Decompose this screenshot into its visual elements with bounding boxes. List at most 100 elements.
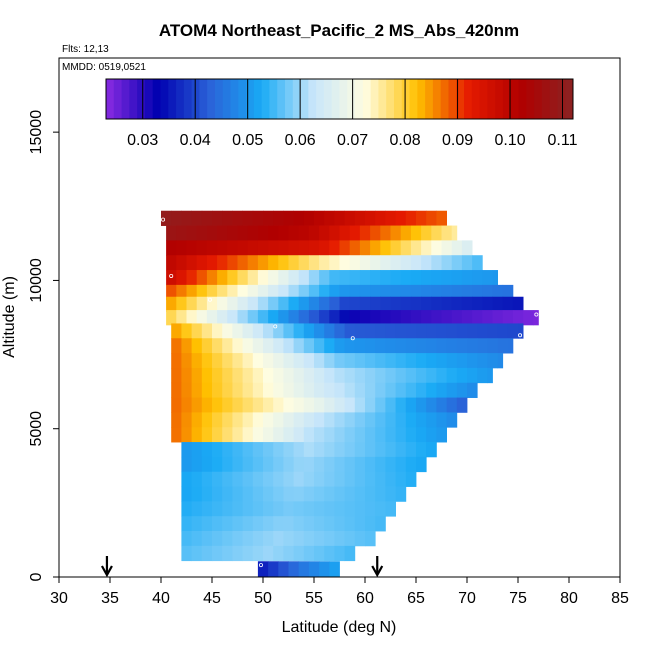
heatmap-cell: [400, 296, 412, 312]
heatmap-cell: [303, 367, 315, 384]
heatmap-cell: [201, 471, 213, 487]
heatmap-cell: [365, 486, 376, 502]
heatmap-cell: [390, 225, 402, 241]
heatmap-cell: [303, 210, 315, 226]
range-arrows: [100, 556, 384, 578]
heatmap-cell: [385, 501, 396, 517]
heatmap-cell: [217, 225, 228, 241]
heatmap-cell: [222, 501, 233, 517]
heatmap-cell: [257, 240, 269, 256]
heatmap-cell: [212, 382, 223, 398]
heatmap-cell: [298, 255, 310, 271]
heatmap-cell: [293, 382, 305, 398]
heatmap-cell: [278, 255, 289, 271]
heatmap-cell: [293, 367, 305, 384]
heatmap-cell: [227, 255, 238, 271]
heatmap-cell: [278, 296, 289, 312]
heatmap-cell: [375, 471, 386, 487]
colorbar-segment: [191, 79, 200, 119]
colorbar-segment: [487, 79, 496, 119]
heatmap-cell: [421, 284, 432, 301]
heatmap-cell: [385, 210, 396, 226]
heatmap-cell: [293, 456, 305, 473]
heatmap-cell: [247, 284, 259, 301]
heatmap-cell: [405, 338, 417, 354]
heatmap-cell: [242, 323, 254, 339]
heatmap-cell: [206, 284, 218, 301]
heatmap-cell: [303, 427, 315, 443]
heatmap-cell: [293, 531, 305, 547]
heatmap-cell: [252, 397, 264, 413]
heatmap-cell: [237, 270, 249, 286]
colorbar-segment: [316, 79, 325, 119]
heatmap-cell: [467, 382, 478, 398]
heatmap-cell: [472, 284, 483, 301]
heatmap-cell: [217, 296, 228, 312]
heatmap-cell: [482, 270, 493, 286]
heatmap-cell: [181, 367, 192, 384]
heatmap-cell: [263, 471, 274, 487]
heatmap-cell: [263, 338, 274, 354]
heatmap-cell: [436, 353, 447, 369]
heatmap-cell: [263, 397, 274, 413]
heatmap-cell: [252, 382, 264, 398]
heatmap-cell: [354, 442, 366, 458]
heatmap-cell: [232, 412, 243, 428]
heatmap-cell: [324, 210, 335, 226]
heatmap-cell: [405, 382, 417, 398]
heatmap-cell: [334, 545, 345, 562]
date-label: MMDD: 0519,0521: [62, 62, 146, 73]
heatmap-cell: [273, 456, 284, 473]
heatmap-cell: [339, 225, 351, 241]
heatmap-cell: [212, 427, 223, 443]
heatmap-cell: [303, 338, 315, 354]
heatmap-cell: [242, 338, 254, 354]
heatmap-cell: [375, 501, 386, 517]
colorbar-segment: [456, 79, 465, 119]
heatmap-cell: [426, 412, 437, 428]
heatmap-cell: [395, 323, 407, 339]
heatmap-cell: [487, 323, 498, 339]
heatmap-cell: [456, 382, 468, 398]
heatmap-cell: [329, 284, 340, 301]
heatmap-cell: [400, 225, 412, 241]
heatmap-cell: [375, 516, 386, 532]
heatmap-cell: [191, 367, 203, 384]
heatmap-cell: [252, 516, 264, 532]
heatmap-cell: [451, 270, 463, 286]
colorbar-segment: [425, 79, 434, 119]
heatmap-cell: [354, 486, 366, 502]
heatmap-cell: [344, 353, 356, 369]
x-tick-label: 75: [509, 590, 527, 607]
heatmap-cell: [308, 296, 320, 312]
heatmap-cell: [334, 456, 345, 473]
heatmap-cell: [308, 284, 320, 301]
heatmap-cell: [456, 397, 468, 413]
sample-marker: [161, 217, 166, 222]
heatmap-cell: [201, 531, 213, 547]
heatmap-cell: [375, 412, 386, 428]
heatmap-cell: [247, 240, 259, 256]
heatmap-cell: [400, 270, 412, 286]
heatmap-cell: [176, 255, 187, 271]
heatmap-cell: [257, 225, 269, 241]
colorbar-segment: [269, 79, 278, 119]
colorbar-segment: [417, 79, 426, 119]
heatmap-cell: [191, 412, 203, 428]
heatmap-cell: [451, 296, 463, 312]
heatmap-cell: [201, 353, 213, 369]
heatmap-cell: [370, 310, 381, 326]
heatmap-cell: [293, 353, 305, 369]
heatmap-cell: [227, 310, 238, 326]
heatmap-cell: [426, 442, 437, 458]
heatmap-cell: [314, 353, 325, 369]
heatmap-cell: [176, 296, 187, 312]
heatmap-cell: [293, 210, 305, 226]
heatmap-cell: [206, 270, 218, 286]
heatmap-cell: [303, 531, 315, 547]
heatmap-cell: [293, 442, 305, 458]
heatmap-cell: [181, 501, 192, 517]
heatmap-cell: [502, 284, 514, 301]
heatmap-cell: [186, 225, 198, 241]
range-arrow-head: [100, 565, 113, 578]
